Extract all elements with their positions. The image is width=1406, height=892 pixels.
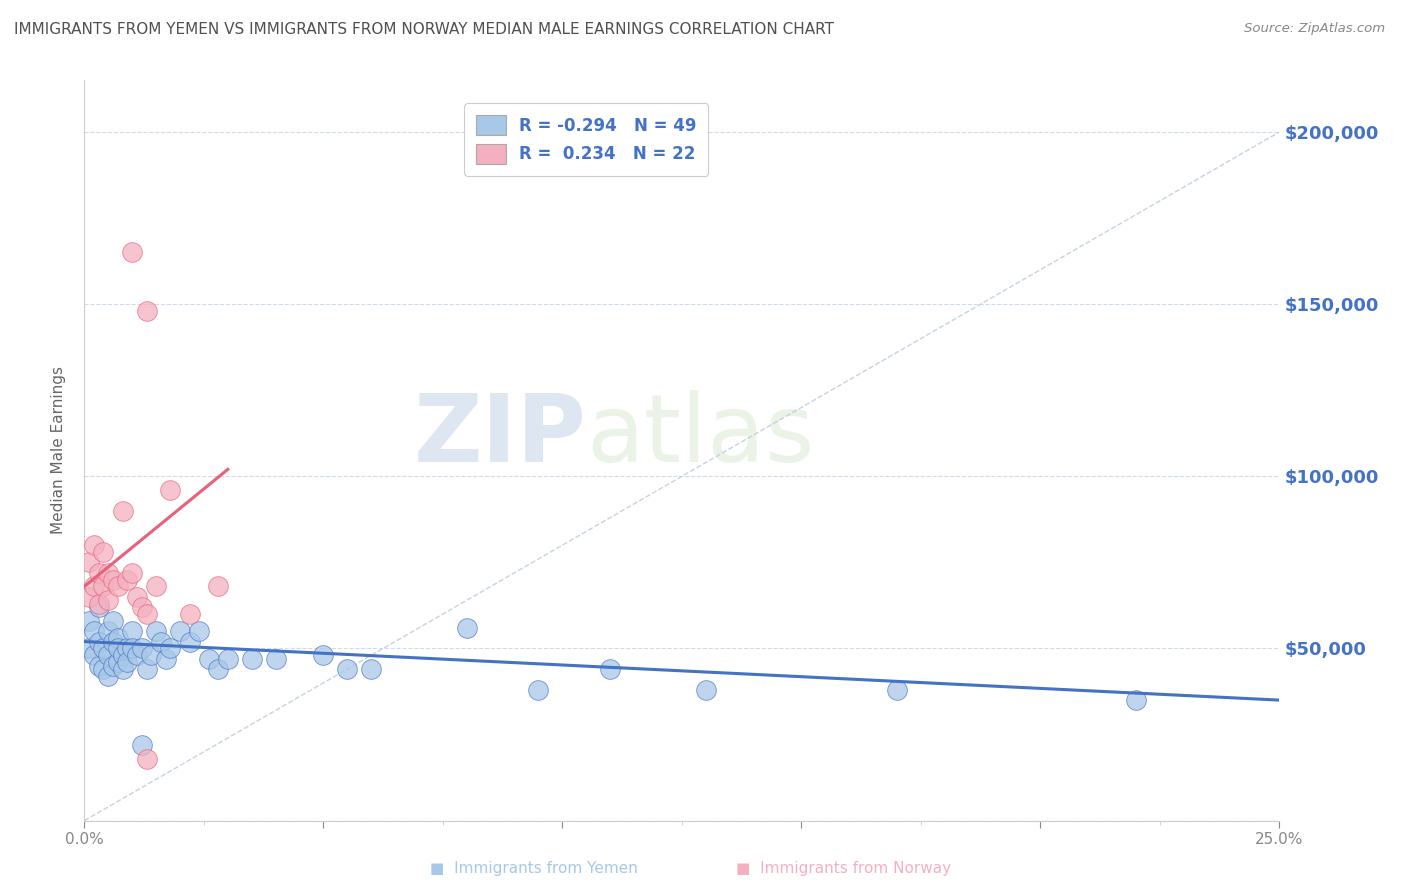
Point bbox=[107, 579, 129, 593]
Point bbox=[207, 662, 229, 676]
Point bbox=[169, 624, 191, 639]
Point bbox=[101, 614, 124, 628]
Point bbox=[135, 662, 157, 676]
Point bbox=[179, 607, 201, 621]
Point bbox=[87, 597, 110, 611]
Point bbox=[111, 662, 134, 676]
Point bbox=[101, 658, 124, 673]
Point bbox=[145, 579, 167, 593]
Point bbox=[117, 573, 139, 587]
Point bbox=[125, 590, 148, 604]
Point bbox=[207, 579, 229, 593]
Text: atlas: atlas bbox=[586, 390, 814, 482]
Point bbox=[107, 641, 129, 656]
Point bbox=[107, 631, 129, 645]
Point bbox=[93, 545, 115, 559]
Point bbox=[101, 573, 124, 587]
Point bbox=[312, 648, 335, 663]
Point bbox=[93, 641, 115, 656]
Point bbox=[135, 752, 157, 766]
Point bbox=[131, 641, 153, 656]
Point bbox=[527, 682, 550, 697]
Point bbox=[264, 652, 287, 666]
Legend: R = -0.294   N = 49, R =  0.234   N = 22: R = -0.294 N = 49, R = 0.234 N = 22 bbox=[464, 103, 709, 176]
Point bbox=[87, 566, 110, 580]
Point bbox=[101, 634, 124, 648]
Point bbox=[111, 504, 134, 518]
Y-axis label: Median Male Earnings: Median Male Earnings bbox=[51, 367, 66, 534]
Point bbox=[155, 652, 177, 666]
Point bbox=[121, 245, 143, 260]
Text: IMMIGRANTS FROM YEMEN VS IMMIGRANTS FROM NORWAY MEDIAN MALE EARNINGS CORRELATION: IMMIGRANTS FROM YEMEN VS IMMIGRANTS FROM… bbox=[14, 22, 834, 37]
Point bbox=[197, 652, 219, 666]
Point bbox=[121, 624, 143, 639]
Point bbox=[97, 669, 120, 683]
Point bbox=[117, 655, 139, 669]
Point bbox=[77, 641, 100, 656]
Point bbox=[141, 648, 163, 663]
Point bbox=[131, 738, 153, 752]
Point bbox=[240, 652, 263, 666]
Point bbox=[97, 648, 120, 663]
Point bbox=[135, 304, 157, 318]
Point bbox=[117, 641, 139, 656]
Point bbox=[360, 662, 382, 676]
Point bbox=[111, 648, 134, 663]
Point bbox=[159, 483, 181, 497]
Point bbox=[179, 634, 201, 648]
Point bbox=[77, 590, 100, 604]
Text: Source: ZipAtlas.com: Source: ZipAtlas.com bbox=[1244, 22, 1385, 36]
Point bbox=[121, 641, 143, 656]
Point bbox=[456, 621, 478, 635]
Point bbox=[1125, 693, 1147, 707]
Point bbox=[599, 662, 621, 676]
Text: ■  Immigrants from Norway: ■ Immigrants from Norway bbox=[735, 861, 952, 876]
Point bbox=[77, 555, 100, 569]
Point bbox=[83, 648, 105, 663]
Point bbox=[135, 607, 157, 621]
Point bbox=[93, 579, 115, 593]
Point bbox=[121, 566, 143, 580]
Text: ■  Immigrants from Yemen: ■ Immigrants from Yemen bbox=[430, 861, 638, 876]
Point bbox=[217, 652, 239, 666]
Point bbox=[83, 538, 105, 552]
Point bbox=[77, 614, 100, 628]
Point bbox=[97, 593, 120, 607]
Point bbox=[87, 658, 110, 673]
Point bbox=[145, 624, 167, 639]
Text: ZIP: ZIP bbox=[413, 390, 586, 482]
Point bbox=[695, 682, 717, 697]
Point bbox=[131, 600, 153, 615]
Point bbox=[87, 600, 110, 615]
Point bbox=[97, 566, 120, 580]
Point bbox=[336, 662, 359, 676]
Point bbox=[125, 648, 148, 663]
Point bbox=[149, 634, 172, 648]
Point bbox=[886, 682, 908, 697]
Point bbox=[83, 579, 105, 593]
Point bbox=[83, 624, 105, 639]
Point bbox=[97, 624, 120, 639]
Point bbox=[159, 641, 181, 656]
Point bbox=[188, 624, 211, 639]
Point bbox=[93, 662, 115, 676]
Point bbox=[87, 634, 110, 648]
Point bbox=[107, 655, 129, 669]
